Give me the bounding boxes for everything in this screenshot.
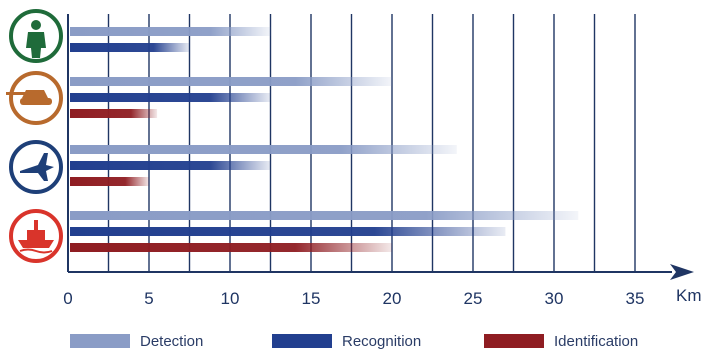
category-icons — [6, 9, 63, 263]
legend-swatch-identification — [484, 334, 544, 348]
legend-label-detection: Detection — [140, 333, 203, 350]
bar-tank-identification — [70, 109, 158, 118]
legend: Detection Recognition Identification — [70, 333, 638, 350]
bar-ship-recognition — [70, 227, 506, 236]
x-axis-arrow — [670, 264, 694, 280]
x-tick-label: 10 — [221, 289, 240, 308]
x-axis — [67, 14, 694, 280]
bars — [70, 27, 579, 252]
bar-ship-detection — [70, 211, 579, 220]
x-tick-label: 25 — [464, 289, 483, 308]
legend-swatch-recognition — [272, 334, 332, 348]
soldier-icon — [9, 9, 63, 63]
legend-label-recognition: Recognition — [342, 333, 421, 350]
bar-aircraft-identification — [70, 177, 149, 186]
bar-aircraft-recognition — [70, 161, 271, 170]
ship-icon — [9, 209, 63, 263]
bar-soldier-recognition — [70, 43, 190, 52]
legend-swatch-detection — [70, 334, 130, 348]
bar-soldier-detection — [70, 27, 271, 36]
x-tick-label: 30 — [545, 289, 564, 308]
bar-ship-identification — [70, 243, 392, 252]
x-tick-label: 15 — [302, 289, 321, 308]
bar-tank-detection — [70, 77, 392, 86]
tank-icon — [6, 71, 63, 125]
x-tick-label: 20 — [383, 289, 402, 308]
x-tick-labels: 0 5 10 15 20 25 30 35 — [63, 289, 644, 308]
x-tick-label: 35 — [626, 289, 645, 308]
bar-tank-recognition — [70, 93, 271, 102]
legend-label-identification: Identification — [554, 333, 638, 350]
bar-aircraft-detection — [70, 145, 457, 154]
grid-lines — [107, 14, 636, 272]
jet-icon — [9, 140, 63, 194]
x-axis-unit: Km — [676, 286, 702, 305]
x-tick-label: 0 — [63, 289, 72, 308]
x-tick-label: 5 — [144, 289, 153, 308]
